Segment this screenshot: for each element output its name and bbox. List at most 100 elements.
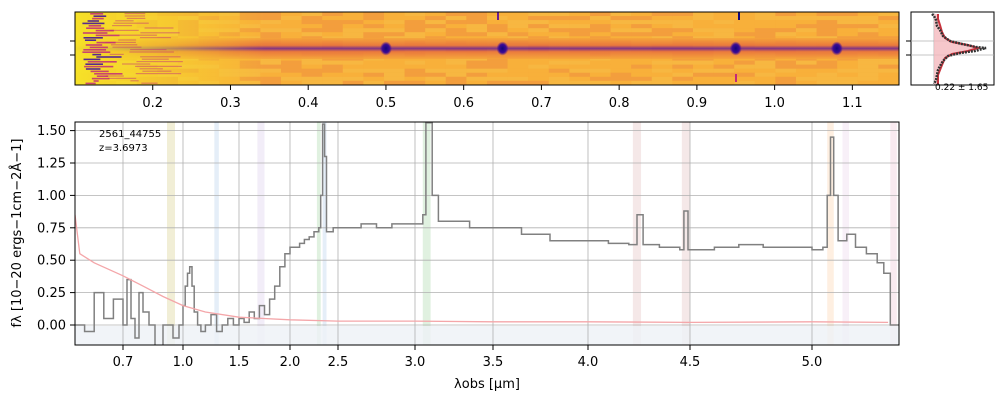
texture-cell xyxy=(693,80,714,85)
texture-cell xyxy=(734,32,755,37)
texture-cell xyxy=(363,60,384,65)
noise-stripe xyxy=(109,53,124,55)
texture-cell xyxy=(837,20,858,25)
texture-cell xyxy=(466,28,487,33)
texture-cell xyxy=(713,20,735,25)
y-tick-label: 0.00 xyxy=(37,319,66,334)
texture-cell xyxy=(301,24,323,29)
texture-cell xyxy=(425,64,446,69)
noise-stripe xyxy=(90,70,109,73)
texture-cell xyxy=(445,68,467,73)
texture-cell xyxy=(466,72,487,77)
x-tick-label-2d: 0.3 xyxy=(220,96,241,111)
y-axis-label: fλ [10−20 ergs−1cm−2Å−1] xyxy=(9,139,25,328)
texture-cell xyxy=(590,80,611,85)
texture-cell xyxy=(342,76,364,81)
texture-cell xyxy=(507,24,529,29)
texture-cell xyxy=(754,16,776,21)
y-tick-label: 0.25 xyxy=(37,286,66,301)
texture-cell xyxy=(631,12,652,17)
texture-cell xyxy=(507,16,529,21)
noise-stripe xyxy=(135,65,182,67)
texture-cell xyxy=(796,76,817,81)
texture-cell xyxy=(569,32,590,37)
texture-cell xyxy=(590,20,611,25)
texture-cell xyxy=(713,32,735,37)
texture-cell xyxy=(425,12,446,17)
texture-cell xyxy=(672,20,693,25)
texture-cell xyxy=(651,76,673,81)
texture-cell xyxy=(713,16,735,21)
texture-cell xyxy=(631,76,652,81)
texture-cell xyxy=(775,72,796,77)
texture-cell xyxy=(816,20,838,25)
texture-cell xyxy=(631,60,652,65)
noise-stripe xyxy=(497,12,499,20)
y-tick-label: 0.75 xyxy=(37,221,66,236)
texture-cell xyxy=(754,80,776,85)
texture-cell xyxy=(425,24,446,29)
texture-cell xyxy=(610,76,632,81)
texture-cell xyxy=(796,24,817,29)
texture-cell xyxy=(837,24,858,29)
texture-cell xyxy=(878,64,899,69)
x-tick-label: 4.5 xyxy=(680,355,701,370)
texture-cell xyxy=(775,80,796,85)
noise-stripe xyxy=(85,68,101,70)
texture-cell xyxy=(322,32,343,37)
texture-cell xyxy=(837,12,858,17)
x-tick-label: 4.0 xyxy=(578,355,599,370)
texture-cell xyxy=(816,64,838,69)
shaded-band xyxy=(842,122,849,345)
texture-cell xyxy=(631,32,652,37)
texture-cell xyxy=(404,60,426,65)
texture-cell xyxy=(837,60,858,65)
texture-cell xyxy=(548,24,570,29)
texture-cell xyxy=(796,80,817,85)
texture-cell xyxy=(713,24,735,29)
texture-cell xyxy=(816,12,838,17)
noise-stripe xyxy=(83,49,107,51)
texture-cell xyxy=(590,16,611,21)
texture-cell xyxy=(693,24,714,29)
texture-cell xyxy=(775,64,796,69)
texture-cell xyxy=(754,32,776,37)
x-tick-label: 5.0 xyxy=(802,355,823,370)
texture-cell xyxy=(445,72,467,77)
texture-cell xyxy=(528,24,549,29)
x-tick-label-2d: 0.5 xyxy=(376,96,397,111)
texture-cell xyxy=(466,24,487,29)
texture-cell xyxy=(281,76,302,81)
texture-cell xyxy=(528,12,549,17)
texture-cell xyxy=(754,24,776,29)
texture-cell xyxy=(693,68,714,73)
texture-cell xyxy=(404,12,426,17)
texture-cell xyxy=(384,24,405,29)
texture-cell xyxy=(445,24,467,29)
texture-cell xyxy=(693,12,714,17)
texture-cell xyxy=(384,16,405,21)
texture-cell xyxy=(548,16,570,21)
texture-cell xyxy=(301,16,323,21)
texture-cell xyxy=(610,68,632,73)
error-series-line xyxy=(75,214,889,324)
spectrum-lines xyxy=(75,122,899,345)
texture-cell xyxy=(301,12,323,17)
texture-cell xyxy=(384,72,405,77)
noise-stripe xyxy=(91,77,110,80)
texture-cell xyxy=(445,16,467,21)
noise-stripe xyxy=(85,44,103,46)
noise-stripe xyxy=(85,82,96,85)
texture-cell xyxy=(404,72,426,77)
x-tick-label-2d: 0.9 xyxy=(687,96,708,111)
texture-cell xyxy=(322,20,343,25)
profile-annotation: 0.22 ± 1.65 xyxy=(935,83,988,93)
texture-cell xyxy=(342,72,364,77)
texture-cell xyxy=(610,20,632,25)
texture-cell xyxy=(301,76,323,81)
texture-cell xyxy=(301,60,323,65)
texture-cell xyxy=(548,28,570,33)
texture-cell xyxy=(672,76,693,81)
texture-cell xyxy=(610,16,632,21)
